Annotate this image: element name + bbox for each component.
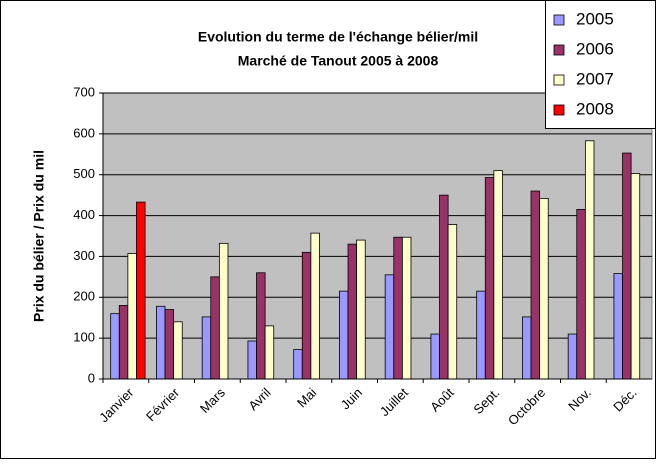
bar <box>484 177 495 380</box>
bar <box>476 290 486 380</box>
bar <box>264 325 275 380</box>
y-tick-label: 200 <box>73 289 95 304</box>
bar <box>118 305 129 380</box>
bar <box>347 243 358 380</box>
bar <box>218 242 229 380</box>
bar <box>567 333 578 380</box>
bar <box>110 313 120 380</box>
legend-swatch <box>553 14 565 26</box>
bar <box>201 316 212 380</box>
bar <box>164 309 175 380</box>
bar <box>539 198 549 380</box>
bar <box>622 152 632 380</box>
bar <box>576 209 586 380</box>
bar <box>339 290 349 380</box>
y-tick-label: 400 <box>73 207 95 222</box>
legend-label: 2007 <box>576 69 614 88</box>
bar <box>447 224 458 380</box>
y-tick-label: 700 <box>73 84 95 99</box>
legend-label: 2008 <box>576 99 614 118</box>
y-tick-label: 300 <box>73 248 95 263</box>
y-tick-label: 0 <box>88 370 95 385</box>
legend-label: 2005 <box>576 9 614 28</box>
chart-title: Evolution du terme de l'échange bélier/m… <box>198 29 478 45</box>
y-tick-label: 500 <box>73 166 95 181</box>
bar <box>301 251 312 380</box>
bar <box>530 190 541 380</box>
bar <box>136 201 146 380</box>
bar <box>430 333 440 380</box>
legend-swatch <box>553 44 565 56</box>
bar <box>156 305 166 380</box>
chart-subtitle: Marché de Tanout 2005 à 2008 <box>238 53 439 69</box>
bar <box>630 173 641 380</box>
bar <box>173 321 183 380</box>
bar <box>310 232 320 380</box>
bar <box>584 140 595 380</box>
bar <box>401 236 412 380</box>
bar <box>384 274 395 380</box>
bar <box>393 236 403 380</box>
legend-label: 2006 <box>576 39 614 58</box>
legend-swatch <box>553 74 565 86</box>
bar <box>293 349 303 380</box>
bar <box>127 253 137 380</box>
legend-swatch <box>553 104 565 116</box>
bar <box>522 316 532 380</box>
bar <box>439 194 449 380</box>
bar <box>613 273 623 380</box>
bar <box>356 239 366 380</box>
y-axis-label: Prix du bélier / Prix du mil <box>31 150 47 322</box>
y-tick-label: 100 <box>73 330 95 345</box>
bar <box>256 272 266 380</box>
bar <box>210 276 220 380</box>
plot-area <box>102 92 653 380</box>
y-tick-label: 600 <box>73 125 95 140</box>
bar <box>247 340 257 380</box>
bar <box>493 170 503 380</box>
